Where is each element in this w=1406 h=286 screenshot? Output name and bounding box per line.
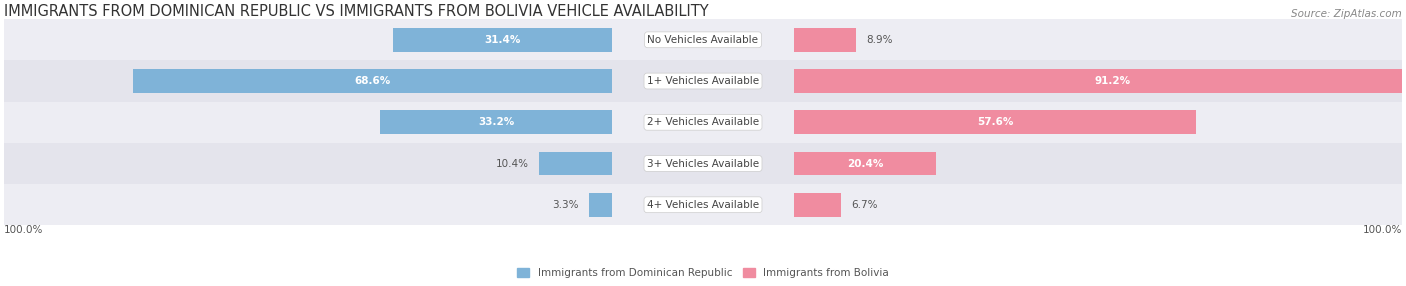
Bar	[589, 193, 612, 217]
Bar	[794, 28, 856, 52]
Bar	[4, 102, 1402, 143]
Text: 1+ Vehicles Available: 1+ Vehicles Available	[647, 76, 759, 86]
Bar	[794, 110, 1197, 134]
Bar	[4, 60, 1402, 102]
Bar	[4, 184, 1402, 225]
Text: No Vehicles Available: No Vehicles Available	[648, 35, 758, 45]
Text: 10.4%: 10.4%	[496, 158, 529, 168]
Bar	[132, 69, 612, 93]
Text: IMMIGRANTS FROM DOMINICAN REPUBLIC VS IMMIGRANTS FROM BOLIVIA VEHICLE AVAILABILI: IMMIGRANTS FROM DOMINICAN REPUBLIC VS IM…	[4, 4, 709, 19]
Text: 2+ Vehicles Available: 2+ Vehicles Available	[647, 117, 759, 127]
Bar	[380, 110, 612, 134]
Text: 100.0%: 100.0%	[4, 225, 44, 235]
Bar	[794, 69, 1406, 93]
Text: 3.3%: 3.3%	[553, 200, 579, 210]
Bar	[4, 19, 1402, 60]
Bar	[794, 152, 936, 176]
Text: 100.0%: 100.0%	[1362, 225, 1402, 235]
Text: 57.6%: 57.6%	[977, 117, 1014, 127]
Bar	[392, 28, 612, 52]
Text: 4+ Vehicles Available: 4+ Vehicles Available	[647, 200, 759, 210]
Text: 33.2%: 33.2%	[478, 117, 515, 127]
Bar	[794, 193, 841, 217]
Bar	[540, 152, 612, 176]
Text: 6.7%: 6.7%	[851, 200, 877, 210]
Text: 31.4%: 31.4%	[484, 35, 520, 45]
Legend: Immigrants from Dominican Republic, Immigrants from Bolivia: Immigrants from Dominican Republic, Immi…	[517, 268, 889, 278]
Text: 20.4%: 20.4%	[846, 158, 883, 168]
Bar	[4, 143, 1402, 184]
Text: 91.2%: 91.2%	[1094, 76, 1130, 86]
Text: 68.6%: 68.6%	[354, 76, 391, 86]
Text: 3+ Vehicles Available: 3+ Vehicles Available	[647, 158, 759, 168]
Text: Source: ZipAtlas.com: Source: ZipAtlas.com	[1291, 9, 1402, 19]
Text: 8.9%: 8.9%	[866, 35, 893, 45]
